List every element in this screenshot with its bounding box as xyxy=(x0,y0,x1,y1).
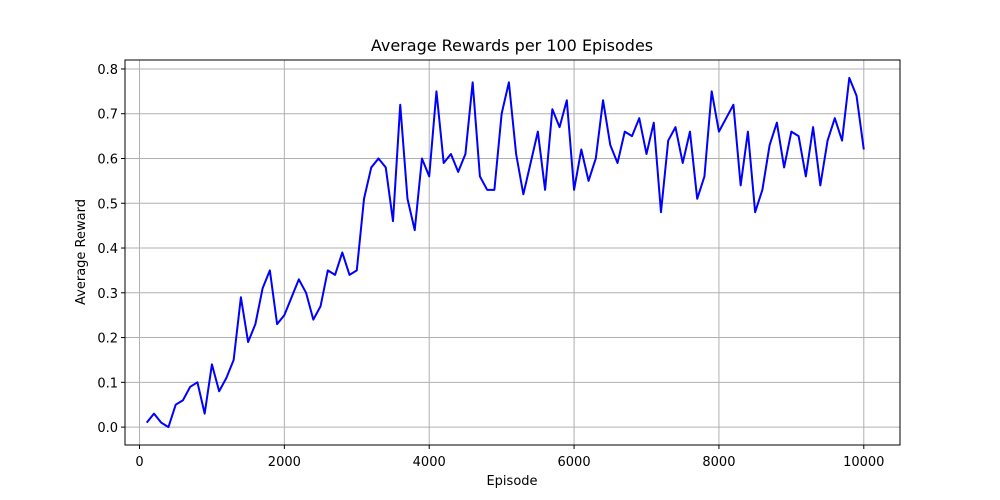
x-tick-label: 8000 xyxy=(702,455,735,470)
x-tick-label: 10000 xyxy=(843,455,884,470)
y-axis: 0.0 0.1 0.2 0.3 0.4 0.5 0.6 0.7 0.8 xyxy=(97,63,125,436)
x-tick-label: 6000 xyxy=(558,455,591,470)
y-tick-label: 0.3 xyxy=(97,287,118,302)
x-tick-label: 0 xyxy=(135,455,143,470)
reward-series-line xyxy=(145,76,865,429)
y-tick-label: 0.6 xyxy=(97,152,118,167)
y-tick-label: 0.8 xyxy=(97,63,118,78)
y-tick-label: 0.5 xyxy=(97,197,118,212)
chart-title: Average Rewards per 100 Episodes xyxy=(371,36,653,55)
x-axis: 0 2000 4000 6000 8000 10000 xyxy=(135,445,884,470)
y-tick-label: 0.2 xyxy=(97,332,118,347)
x-tick-label: 4000 xyxy=(413,455,446,470)
y-tick-label: 0.1 xyxy=(97,376,118,391)
x-axis-label: Episode xyxy=(486,474,537,489)
plot-area xyxy=(145,76,865,429)
y-tick-label: 0.4 xyxy=(97,242,118,257)
x-tick-label: 2000 xyxy=(268,455,301,470)
plot-frame xyxy=(124,59,901,446)
y-tick-label: 0.7 xyxy=(97,108,118,123)
y-tick-label: 0.0 xyxy=(97,421,118,436)
y-axis-label: Average Reward xyxy=(74,199,89,305)
